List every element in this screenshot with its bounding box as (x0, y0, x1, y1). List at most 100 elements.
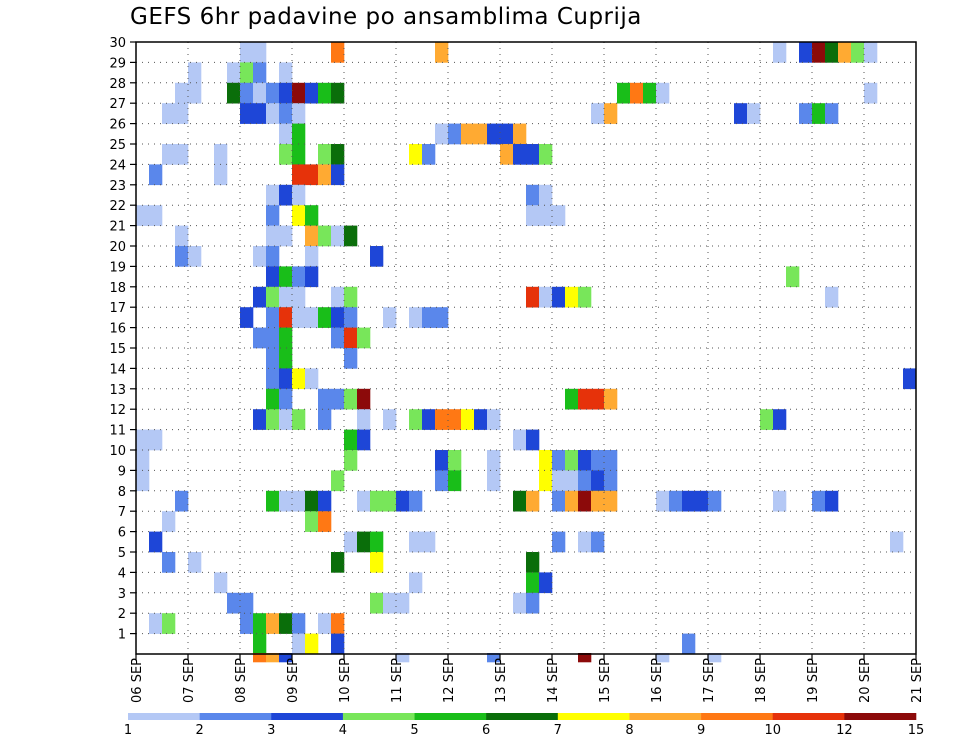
heatmap-cell (279, 368, 293, 390)
heatmap-cell (838, 42, 852, 63)
colorbar-segment (557, 713, 630, 720)
heatmap-cell (539, 144, 553, 165)
heatmap-cell (864, 42, 878, 63)
heatmap-cell (552, 490, 566, 512)
heatmap-cell (292, 490, 306, 512)
heatmap-cell (253, 42, 267, 63)
y-tick-label: 13 (109, 383, 126, 398)
y-tick-label: 28 (109, 77, 126, 92)
colorbar-label: 1 (124, 723, 132, 738)
x-tick-label: 19 SEP (806, 658, 821, 703)
heatmap-cell (513, 144, 527, 165)
heatmap-cell (292, 82, 306, 104)
heatmap-cell (539, 450, 553, 471)
y-tick-label: 27 (109, 97, 126, 112)
heatmap-cell (591, 388, 605, 410)
cells-layer (136, 42, 917, 663)
heatmap-cell (409, 531, 423, 553)
heatmap-cell (305, 490, 319, 512)
heatmap-cell (318, 225, 332, 247)
heatmap-cell (487, 409, 501, 430)
y-tick-label: 16 (109, 322, 126, 337)
heatmap-cell (539, 286, 553, 308)
heatmap-cell (565, 450, 579, 471)
heatmap-cell (383, 307, 397, 328)
heatmap-cell (630, 82, 644, 104)
heatmap-cell (552, 470, 566, 492)
heatmap-cell (266, 82, 280, 104)
heatmap-cell (370, 246, 384, 267)
y-tick-label: 30 (109, 36, 126, 51)
heatmap-cell (279, 82, 293, 104)
heatmap-cell (656, 490, 670, 512)
heatmap-cell (747, 103, 761, 124)
heatmap-cell (266, 307, 280, 328)
heatmap-cell (526, 490, 540, 512)
heatmap-cell (617, 82, 631, 104)
heatmap-cell (279, 144, 293, 165)
heatmap-cell (266, 184, 280, 206)
y-tick-label: 18 (109, 281, 126, 296)
heatmap-cell (253, 327, 267, 349)
heatmap-cell (487, 470, 501, 492)
heatmap-cell (331, 144, 345, 165)
y-tick-label: 19 (109, 260, 126, 275)
heatmap-cell (578, 388, 592, 410)
heatmap-cell (357, 490, 371, 512)
y-tick-label: 21 (109, 220, 126, 235)
heatmap-cell (526, 552, 540, 573)
y-tick-label: 8 (118, 485, 126, 500)
heatmap-cell (175, 246, 189, 267)
colorbar-label: 12 (836, 723, 853, 738)
heatmap-cell (487, 123, 501, 145)
heatmap-cell (578, 450, 592, 471)
heatmap-cell (513, 592, 527, 614)
heatmap-cell (578, 470, 592, 492)
heatmap-cell (240, 613, 254, 634)
heatmap-cell (214, 572, 228, 594)
heatmap-cell (344, 531, 358, 553)
heatmap-cell (279, 286, 293, 308)
heatmap-cell (279, 388, 293, 410)
heatmap-cell (357, 409, 371, 430)
heatmap-cell (162, 552, 176, 573)
heatmap-cell (396, 592, 410, 614)
heatmap-cell (188, 62, 202, 84)
heatmap-cell (305, 205, 319, 226)
heatmap-cell (331, 307, 345, 328)
heatmap-cell (435, 450, 449, 471)
y-tick-label: 29 (109, 56, 126, 71)
heatmap-cell (591, 470, 605, 492)
y-axis-labels: 1234567891011121314151617181920212223242… (109, 36, 136, 643)
heatmap-cell (292, 286, 306, 308)
heatmap-cell (188, 246, 202, 267)
heatmap-cell (383, 592, 397, 614)
heatmap-cell (279, 103, 293, 124)
heatmap-cell (578, 286, 592, 308)
y-tick-label: 2 (118, 607, 126, 622)
heatmap-cell (708, 490, 722, 512)
heatmap-cell (292, 633, 306, 655)
heatmap-cell (448, 123, 462, 145)
heatmap-cell (318, 490, 332, 512)
heatmap-cell (331, 388, 345, 410)
heatmap-cell (344, 388, 358, 410)
heatmap-cell (461, 123, 475, 145)
heatmap-cell (331, 164, 345, 186)
heatmap-cell (253, 653, 267, 663)
heatmap-cell (448, 470, 462, 492)
heatmap-cell (292, 103, 306, 124)
heatmap-cell (370, 490, 384, 512)
y-tick-label: 22 (109, 199, 126, 214)
heatmap-cell (461, 409, 475, 430)
x-tick-label: 06 SEP (130, 658, 145, 703)
colorbar-segment (199, 713, 272, 720)
heatmap-cell (279, 184, 293, 206)
heatmap-cell (149, 531, 163, 553)
x-tick-label: 16 SEP (650, 658, 665, 703)
heatmap-cell (513, 490, 527, 512)
heatmap-cell (578, 490, 592, 512)
heatmap-cell (773, 409, 787, 430)
heatmap-cell (331, 613, 345, 634)
colorbar-label: 4 (339, 723, 347, 738)
